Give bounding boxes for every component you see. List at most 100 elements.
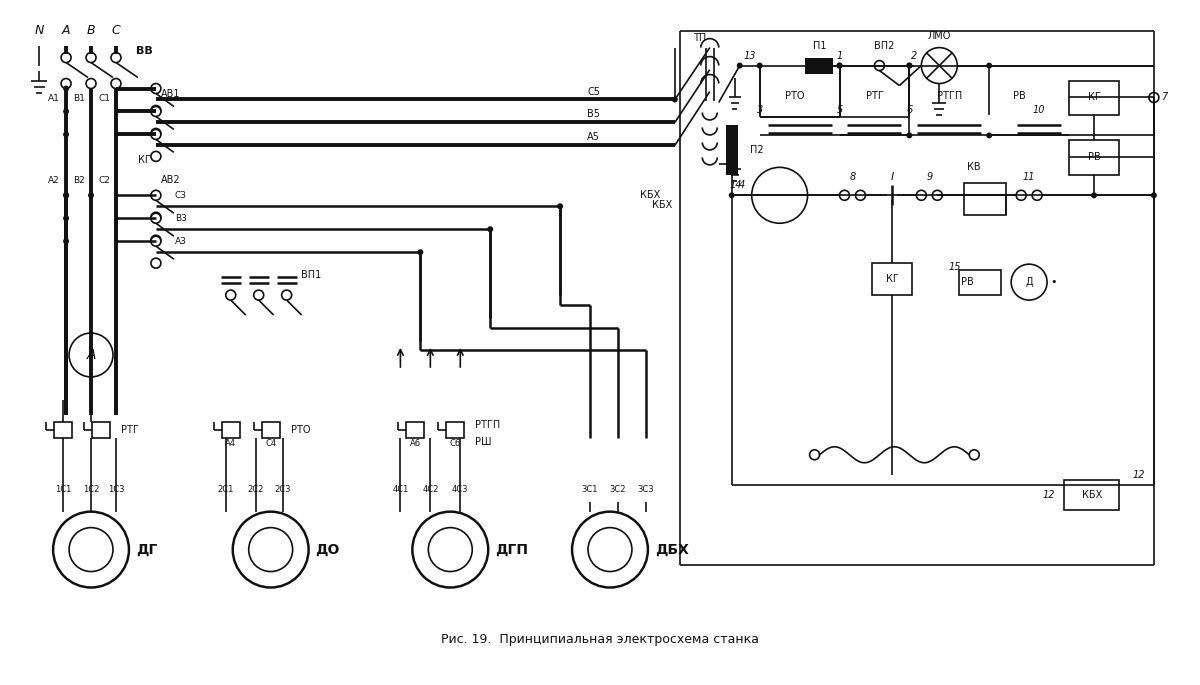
Text: 4С3: 4С3 — [452, 485, 468, 494]
Bar — [872, 263, 912, 295]
Circle shape — [986, 132, 992, 138]
Circle shape — [151, 129, 161, 140]
Circle shape — [986, 62, 992, 68]
Circle shape — [572, 512, 648, 588]
Text: A5: A5 — [587, 132, 600, 142]
Text: 12: 12 — [1043, 490, 1055, 499]
Circle shape — [1012, 264, 1048, 300]
Circle shape — [836, 62, 842, 68]
Circle shape — [151, 235, 161, 245]
Circle shape — [557, 203, 563, 210]
Text: ВП1: ВП1 — [301, 270, 320, 280]
Text: Рис. 19.  Принципиальная электросхема станка: Рис. 19. Принципиальная электросхема ста… — [442, 633, 760, 646]
Text: 3С2: 3С2 — [610, 485, 626, 494]
Circle shape — [88, 192, 94, 198]
Text: •: • — [1051, 277, 1057, 287]
Circle shape — [672, 97, 678, 103]
Text: 9: 9 — [926, 173, 932, 182]
Circle shape — [413, 512, 488, 588]
Text: РТГ: РТГ — [865, 90, 883, 101]
Circle shape — [64, 86, 70, 92]
Text: ТП: ТП — [694, 33, 707, 42]
Circle shape — [487, 226, 493, 232]
Text: ЛМО: ЛМО — [928, 31, 950, 40]
Circle shape — [757, 62, 763, 68]
Text: КГ: КГ — [1087, 92, 1100, 103]
Bar — [262, 422, 280, 438]
Text: 2С1: 2С1 — [217, 485, 234, 494]
Text: КГ: КГ — [138, 155, 151, 165]
Bar — [446, 422, 464, 438]
Bar — [54, 422, 72, 438]
Circle shape — [226, 290, 235, 300]
Text: 13: 13 — [744, 51, 756, 60]
Text: A3: A3 — [175, 237, 187, 246]
Text: 7: 7 — [1160, 92, 1166, 103]
Text: A2: A2 — [48, 176, 60, 185]
Circle shape — [110, 53, 121, 62]
Circle shape — [836, 62, 842, 68]
Bar — [222, 422, 240, 438]
Circle shape — [932, 190, 942, 200]
Circle shape — [840, 190, 850, 200]
Circle shape — [64, 192, 70, 198]
Circle shape — [1148, 92, 1159, 103]
Text: РВ: РВ — [961, 277, 973, 287]
Text: АВ1: АВ1 — [161, 88, 180, 99]
Circle shape — [64, 192, 70, 198]
Text: 8: 8 — [850, 173, 856, 182]
Text: 1С2: 1С2 — [83, 485, 100, 494]
Circle shape — [151, 258, 161, 268]
Circle shape — [248, 527, 293, 571]
Text: КБХ: КБХ — [652, 200, 672, 210]
Text: ДГП: ДГП — [496, 543, 528, 557]
Circle shape — [151, 105, 161, 116]
Circle shape — [418, 249, 424, 256]
Text: B1: B1 — [73, 94, 85, 103]
Text: 4: 4 — [738, 180, 745, 190]
Circle shape — [151, 213, 161, 223]
Text: N: N — [35, 24, 44, 37]
Circle shape — [282, 290, 292, 300]
Circle shape — [61, 53, 71, 62]
Bar — [92, 422, 110, 438]
Circle shape — [151, 84, 161, 94]
Circle shape — [588, 527, 632, 571]
Text: 15: 15 — [948, 262, 960, 272]
Text: C5: C5 — [587, 86, 600, 97]
Circle shape — [64, 132, 70, 138]
Text: 1: 1 — [836, 51, 842, 60]
Text: А6: А6 — [410, 439, 421, 448]
Text: РТГП: РТГП — [475, 420, 500, 429]
Text: 1С1: 1С1 — [55, 485, 71, 494]
Circle shape — [64, 108, 70, 114]
Text: B5: B5 — [587, 110, 600, 119]
Circle shape — [70, 333, 113, 377]
Circle shape — [751, 167, 808, 223]
Circle shape — [728, 192, 734, 198]
Circle shape — [875, 60, 884, 71]
Text: I: I — [890, 173, 894, 182]
Circle shape — [151, 236, 161, 246]
Text: КГ: КГ — [886, 274, 899, 284]
Circle shape — [64, 238, 70, 244]
Circle shape — [86, 53, 96, 62]
Circle shape — [1016, 190, 1026, 200]
Text: ВВ: ВВ — [136, 46, 152, 55]
Text: КВ: КВ — [967, 162, 982, 173]
Text: B: B — [86, 24, 95, 37]
Circle shape — [151, 212, 161, 222]
Text: 2С3: 2С3 — [275, 485, 290, 494]
Text: ДБХ: ДБХ — [655, 543, 689, 557]
Circle shape — [53, 512, 128, 588]
Bar — [1069, 81, 1118, 116]
Circle shape — [922, 47, 958, 84]
Circle shape — [253, 290, 264, 300]
Text: 14: 14 — [730, 180, 743, 190]
Text: 12: 12 — [1133, 470, 1145, 479]
Text: РВ: РВ — [1013, 90, 1026, 101]
Circle shape — [906, 132, 912, 138]
Circle shape — [737, 62, 743, 68]
Circle shape — [917, 190, 926, 200]
Circle shape — [1091, 192, 1097, 198]
